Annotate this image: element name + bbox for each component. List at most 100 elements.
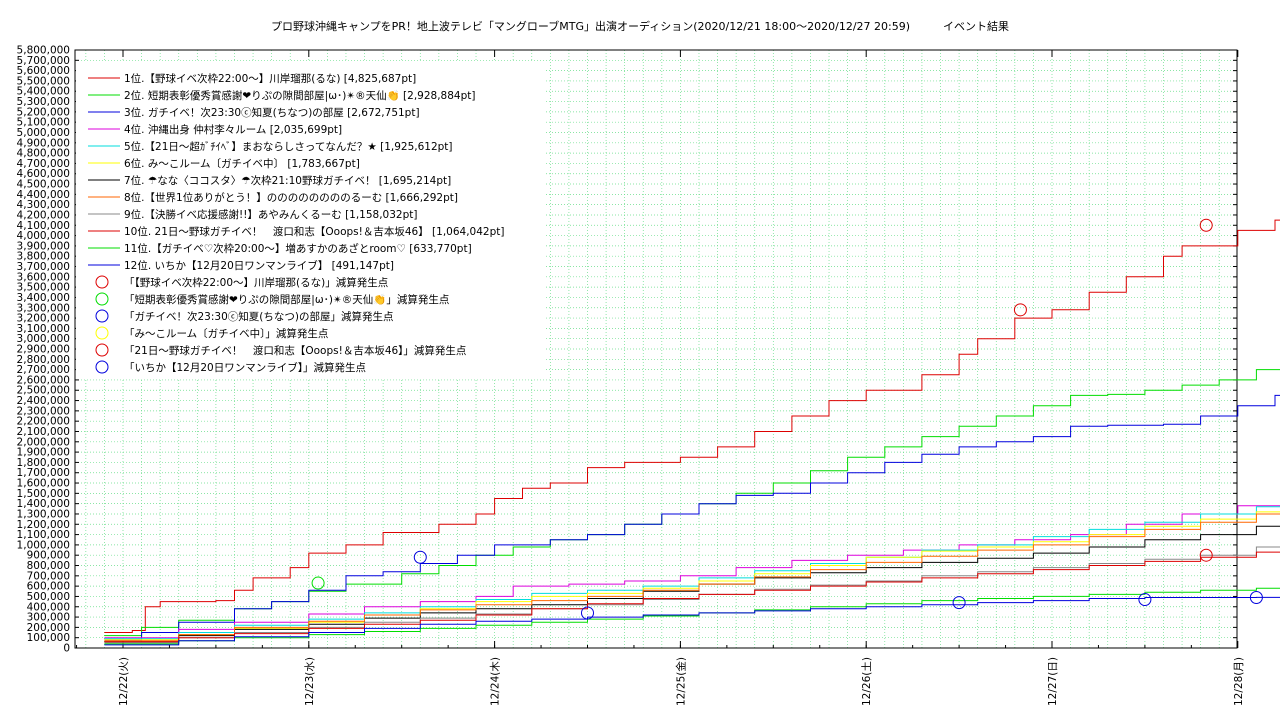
x-axis: 12/22(火) 12/23(水) 12/24(木) 12/25(金) 12/26(土)… <box>76 50 1245 706</box>
marker-point-6 <box>1138 593 1152 607</box>
legend-label-4: 4位. 沖縄出身 仲村李々ルーム [2,035,699pt] <box>124 123 342 136</box>
legend-label-6: 6位. み〜こルーム〔ガチイベ中〕 [1,783,667pt] <box>124 157 360 170</box>
series-line-1 <box>104 219 1280 633</box>
legend-marker-label-4: 「み〜こルーム〔ガチイベ中〕」減算発生点 <box>124 327 328 340</box>
y-tick-label: 4,400,000 <box>17 189 70 201</box>
y-tick-label: 5,700,000 <box>17 55 70 67</box>
legend-marker-swatch-2 <box>95 292 109 306</box>
marker-group <box>311 218 1263 620</box>
y-tick-label: 400,000 <box>27 601 70 613</box>
y-tick-label: 2,700,000 <box>17 364 70 376</box>
legend: 1位.【野球イベ次枠22:00〜】川岸瑠那(るな) [4,825,687pt] 2… <box>76 62 544 378</box>
y-tick-label: 1,400,000 <box>17 498 70 510</box>
legend-marker-swatch-4 <box>95 326 109 340</box>
legend-label-12: 12位. いちか【12月20日ワンマンライブ】 [491,147pt] <box>124 259 394 272</box>
legend-marker-swatch-1 <box>95 275 109 289</box>
y-tick-label: 100,000 <box>27 632 70 644</box>
legend-marker-label-6: 「いちか【12月20日ワンマンライブ】」減算発生点 <box>124 361 366 374</box>
y-tick-label: 500,000 <box>27 591 70 603</box>
y-tick-label: 1,000,000 <box>17 539 70 551</box>
legend-label-5: 5位.【21日〜超ｶﾞﾁｲﾍﾞ】まおならしさってなんだ？★ [1,925,612… <box>124 140 453 153</box>
y-tick-label: 5,300,000 <box>17 96 70 108</box>
series-line-7 <box>104 525 1280 643</box>
legend-marker-label-2: 「短期表彰優秀賞感謝❤りぷの隙間部屋|ω･)✴®天仙👏」減算発生点 <box>124 293 449 306</box>
y-tick-label: 2,900,000 <box>17 344 70 356</box>
marker-point-3 <box>413 550 427 564</box>
legend-background <box>76 62 544 378</box>
x-tick-label: 12/23(水) <box>304 657 316 706</box>
legend-marker-swatch-5 <box>95 343 109 357</box>
y-tick-label: 5,500,000 <box>17 75 70 87</box>
y-tick-label: 3,300,000 <box>17 302 70 314</box>
y-tick-label: 3,200,000 <box>17 313 70 325</box>
y-tick-label: 5,000,000 <box>17 127 70 139</box>
y-tick-label: 4,300,000 <box>17 199 70 211</box>
y-tick-label: 2,200,000 <box>17 416 70 428</box>
legend-marker-label-3: 「ガチイベ！次23:30ⓒ知夏(ちなつ)の部屋」減算発生点 <box>124 310 393 323</box>
y-tick-label: 5,600,000 <box>17 65 70 77</box>
x-tick-label: 12/28(月) <box>1233 657 1245 706</box>
series-line-5 <box>104 506 1280 640</box>
y-tick-label: 5,800,000 <box>17 45 70 57</box>
y-tick-label: 4,500,000 <box>17 179 70 191</box>
series-line-11 <box>104 587 1280 645</box>
series-line-3 <box>104 394 1280 641</box>
legend-marker-label-5: 「21日〜野球ガチイベ！ 渡口和志【Ooops!＆吉本坂46】」減算発生点 <box>124 344 466 357</box>
marker-point-6 <box>952 596 966 610</box>
y-tick-label: 300,000 <box>27 612 70 624</box>
y-tick-label: 4,200,000 <box>17 209 70 221</box>
y-tick-label: 700,000 <box>27 570 70 582</box>
y-tick-label: 3,900,000 <box>17 240 70 252</box>
y-tick-label: 3,600,000 <box>17 271 70 283</box>
y-tick-label: 3,700,000 <box>17 261 70 273</box>
x-tick-label: 12/24(木) <box>490 657 502 706</box>
series-line-10 <box>104 551 1280 643</box>
y-tick-label: 800,000 <box>27 560 70 572</box>
series-line-8 <box>104 513 1280 642</box>
y-tick-label: 1,100,000 <box>17 529 70 541</box>
series-line-6 <box>104 511 1280 641</box>
series-group <box>104 219 1280 646</box>
y-tick-label: 4,800,000 <box>17 148 70 160</box>
y-tick-label: 4,700,000 <box>17 158 70 170</box>
y-tick-label: 600,000 <box>27 581 70 593</box>
y-axis: 0100,000200,000300,000400,000500,000600,… <box>17 45 1237 655</box>
y-tick-label: 2,000,000 <box>17 436 70 448</box>
legend-label-10: 10位. 21日〜野球ガチイベ！ 渡口和志【Ooops!＆吉本坂46】 [1,0… <box>124 225 504 238</box>
y-tick-label: 3,800,000 <box>17 251 70 263</box>
y-tick-label: 4,000,000 <box>17 230 70 242</box>
marker-point-5 <box>1199 548 1213 562</box>
marker-point-1 <box>1199 218 1213 232</box>
legend-label-8: 8位.【世界1位ありがとう！】ののののののののるーむ [1,666,292pt] <box>124 191 458 204</box>
y-tick-label: 3,400,000 <box>17 292 70 304</box>
marker-point-6 <box>1249 590 1263 604</box>
y-tick-label: 1,500,000 <box>17 488 70 500</box>
legend-label-7: 7位. ☂なな〈ココスタ〉☂次枠21:10野球ガチイベ！ [1,695,214p… <box>124 174 451 187</box>
y-tick-label: 1,700,000 <box>17 467 70 479</box>
series-line-4 <box>104 505 1280 639</box>
legend-label-3: 3位. ガチイベ！次23:30ⓒ知夏(ちなつ)の部屋 [2,672,751pt] <box>124 106 420 119</box>
y-tick-label: 900,000 <box>27 550 70 562</box>
y-tick-label: 5,100,000 <box>17 117 70 129</box>
y-tick-label: 3,000,000 <box>17 333 70 345</box>
x-tick-label: 12/26(土) <box>860 657 873 706</box>
y-tick-label: 2,100,000 <box>17 426 70 438</box>
y-tick-label: 1,900,000 <box>17 447 70 459</box>
legend-marker-swatch-3 <box>95 309 109 323</box>
y-tick-label: 4,100,000 <box>17 220 70 232</box>
y-tick-label: 1,200,000 <box>17 519 70 531</box>
y-tick-label: 200,000 <box>27 622 70 634</box>
y-tick-label: 4,600,000 <box>17 168 70 180</box>
marker-point-6 <box>581 606 594 620</box>
legend-marker-label-1: 「【野球イベ次枠22:00〜】川岸瑠那(るな)」減算発生点 <box>124 276 388 289</box>
y-tick-label: 1,600,000 <box>17 478 70 490</box>
y-tick-label: 4,900,000 <box>17 137 70 149</box>
legend-label-1: 1位.【野球イベ次枠22:00〜】川岸瑠那(るな) [4,825,687pt] <box>124 72 416 85</box>
y-tick-label: 2,600,000 <box>17 374 70 386</box>
legend-label-11: 11位.【ガチイベ♡次枠20:00〜】増あすかのあざとroom♡ [633,77… <box>124 242 472 255</box>
marker-point-1 <box>1013 303 1027 317</box>
y-tick-label: 3,100,000 <box>17 323 70 335</box>
x-tick-label: 12/22(火) <box>118 657 130 706</box>
y-tick-label: 1,800,000 <box>17 457 70 469</box>
legend-label-2: 2位. 短期表彰優秀賞感謝❤りぷの隙間部屋|ω･)✴®天仙👏 [2,928,88… <box>124 89 475 102</box>
